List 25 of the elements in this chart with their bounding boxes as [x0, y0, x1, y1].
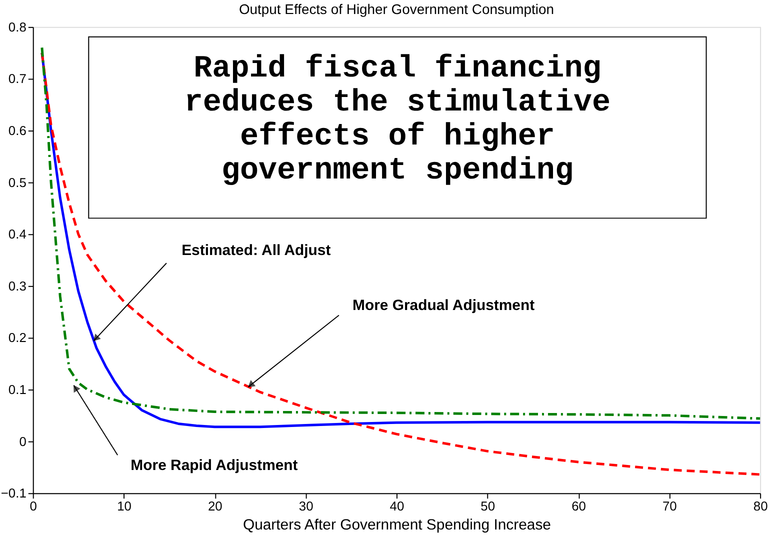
annotation: Rapid fiscal financing reduces the stimulative effects of higher government spending: [184, 52, 611, 188]
x-tick-label: 50: [480, 498, 496, 514]
y-tick-label: 0.3: [8, 278, 26, 294]
y-tick-label: −0.1: [0, 486, 26, 501]
y-tick-label: 0.1: [8, 382, 26, 398]
x-tick-label: 60: [572, 498, 586, 514]
x-tick-label: 10: [117, 498, 132, 514]
annotation: More Gradual Adjustment: [352, 297, 535, 314]
y-tick-label: 0.2: [8, 330, 26, 346]
x-tick-label: 30: [298, 498, 314, 514]
y-tick-label: 0.4: [8, 226, 26, 242]
x-tick-label: 0: [30, 498, 37, 514]
y-tick-label: 0: [19, 434, 26, 449]
annotation: More Rapid Adjustment: [130, 457, 298, 474]
y-tick-label: 0.7: [8, 71, 26, 86]
y-tick-label: 0.6: [8, 123, 26, 138]
annotation: Estimated: All Adjust: [182, 242, 331, 260]
x-tick-label: 20: [208, 498, 222, 514]
x-tick-label: 80: [753, 498, 768, 514]
x-tick-label: 40: [390, 498, 404, 514]
y-tick-label: 0.5: [8, 174, 26, 190]
chart-title: Output Effects of Higher Government Consumption: [238, 0, 554, 17]
y-tick-label: 0.8: [8, 19, 26, 34]
x-axis-title: Quarters After Government Spending Increase: [242, 516, 551, 534]
x-tick-label: 70: [662, 498, 677, 514]
